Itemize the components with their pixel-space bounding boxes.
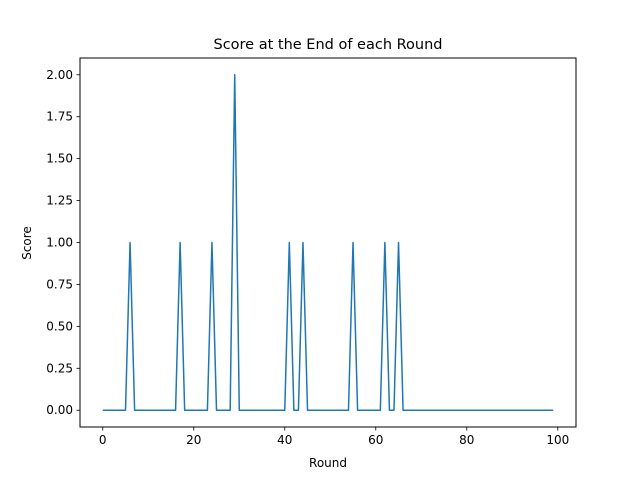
y-tick-label: 1.25	[46, 194, 73, 208]
chart-title: Score at the End of each Round	[213, 37, 442, 53]
y-tick-label: 1.75	[46, 110, 73, 124]
x-tick-label: 0	[99, 433, 107, 447]
plot-area	[102, 74, 554, 411]
y-tick-label: 0.25	[46, 361, 73, 375]
x-tick-label: 80	[459, 433, 474, 447]
y-tick-label: 0.75	[46, 277, 73, 291]
y-tick-label: 1.00	[46, 236, 73, 250]
y-axis-title: Score	[20, 226, 34, 260]
x-tick-label: 20	[186, 433, 201, 447]
x-tick-label: 40	[277, 433, 292, 447]
x-axis-title: Round	[309, 456, 347, 470]
y-tick-label: 1.50	[46, 152, 73, 166]
y-tick-label: 0.50	[46, 319, 73, 333]
axes-frame	[79, 57, 577, 428]
x-tick-label: 60	[368, 433, 383, 447]
y-tick-label: 2.00	[46, 68, 73, 82]
y-tick-label: 0.00	[46, 403, 73, 417]
y-axis: 0.00 0.25 0.50 0.75 1.00 1.25 1.50 1.75 2.00	[46, 68, 80, 417]
series-line-0	[102, 74, 554, 411]
x-tick-label: 100	[546, 433, 569, 447]
x-axis: 0 20 40 60 80 100	[99, 427, 569, 447]
